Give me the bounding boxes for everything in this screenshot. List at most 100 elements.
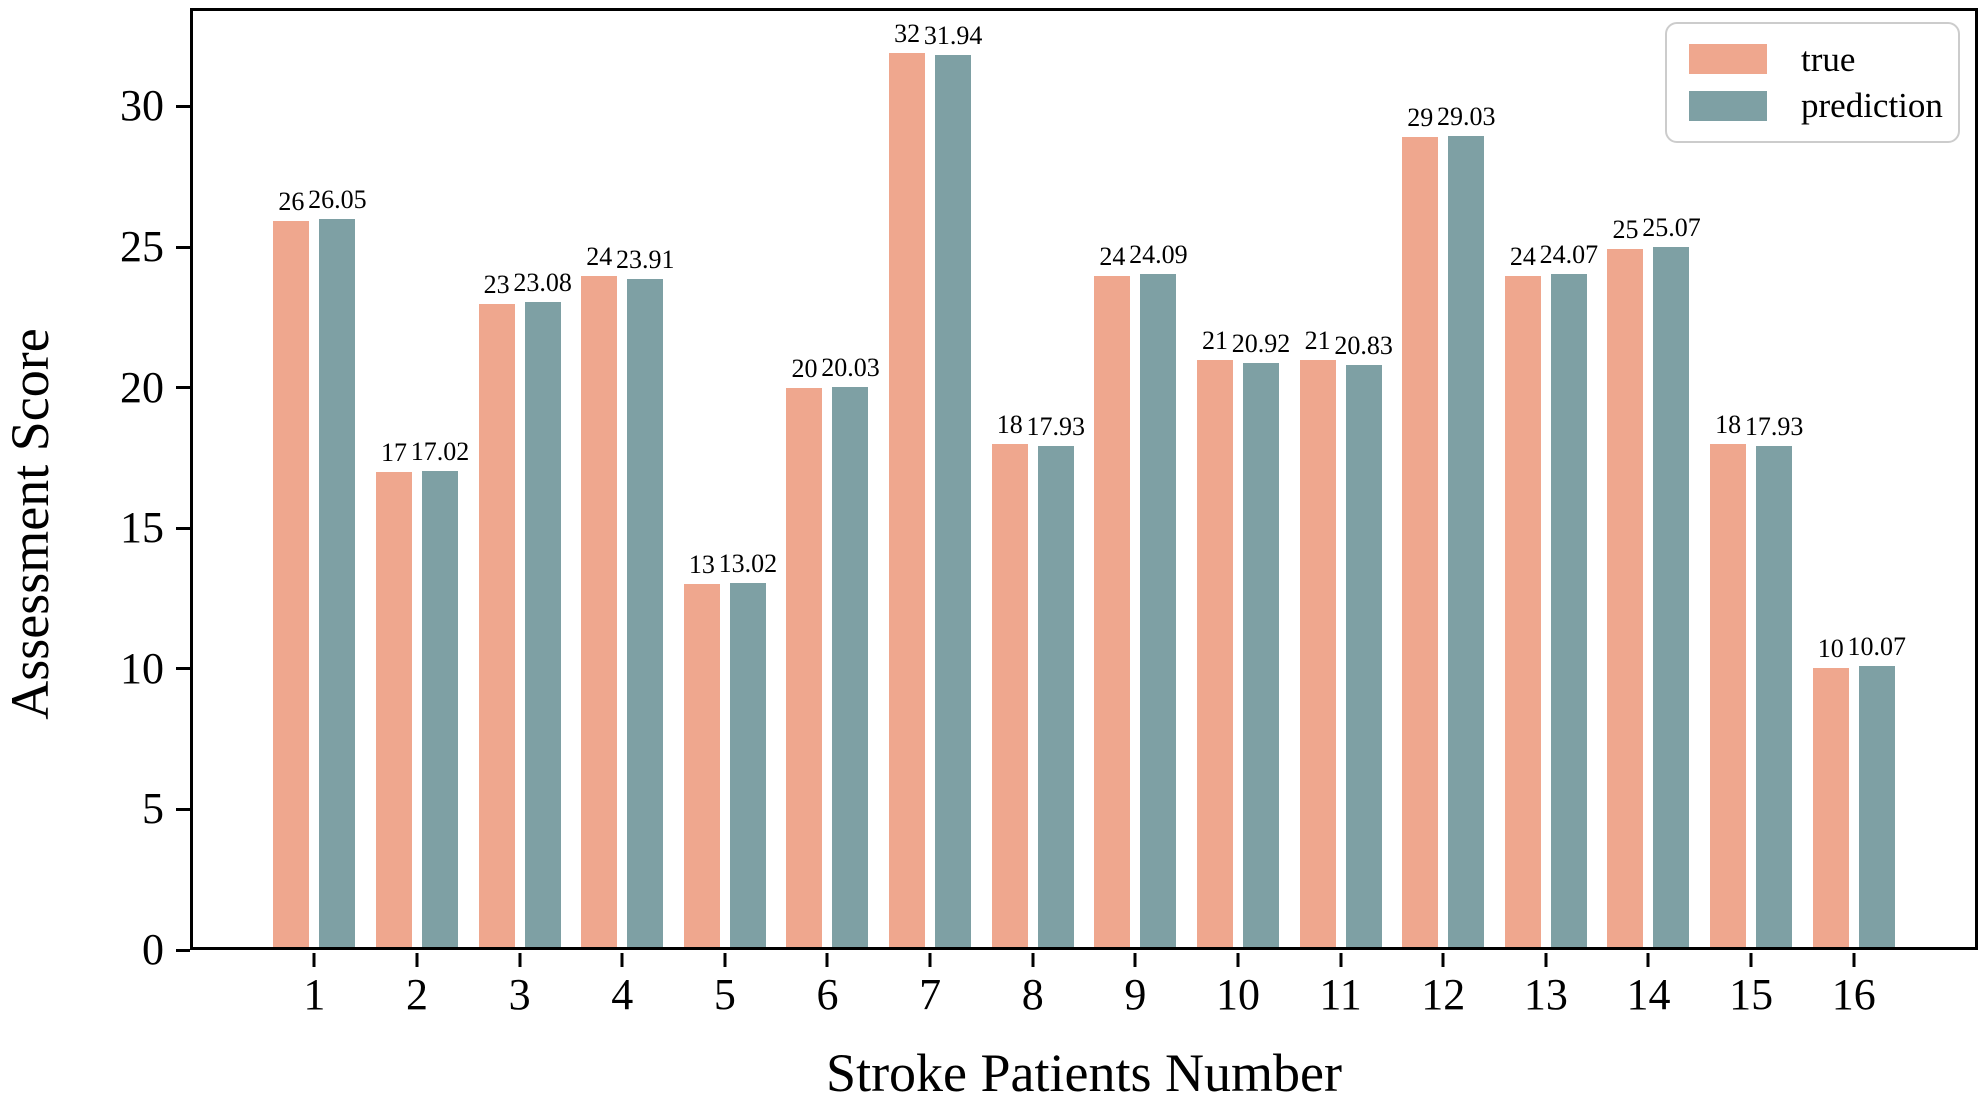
y-tick-20: [176, 386, 190, 390]
y-tick-label-20: 20: [120, 362, 164, 412]
x-tick-8: [1031, 953, 1035, 967]
y-tick-label-0: 0: [142, 925, 164, 974]
bar-group-3: 23 23.08 3: [468, 11, 572, 1017]
x-tick-label-15: 15: [1729, 970, 1774, 1019]
legend-entry-true: true: [1689, 42, 1936, 77]
x-tick-label-3: 3: [508, 970, 531, 1019]
bar-value-label-true-14: 25: [1612, 214, 1639, 244]
legend-entry-prediction: prediction: [1689, 88, 1943, 123]
bar-true-4: 24: [581, 244, 618, 947]
bar-value-label-prediction-4: 23.91: [615, 244, 675, 274]
bar-value-label-true-4: 24: [586, 242, 613, 272]
y-axis: 0 5 10 15 20 25 30: [0, 8, 190, 972]
bar-value-label-true-9: 24: [1099, 242, 1126, 272]
bar-prediction-10: 20.92: [1232, 330, 1290, 947]
legend-swatch-true: [1689, 44, 1767, 75]
x-tick-12: [1441, 953, 1445, 967]
bar-group-9: 24 24.09 9: [1084, 11, 1188, 1017]
bar-value-label-true-12: 29: [1407, 102, 1434, 132]
x-tick-label-1: 1: [303, 970, 326, 1019]
x-tick-6: [825, 953, 829, 967]
bar-true-3: 23: [478, 272, 515, 947]
bar-prediction-9: 24.09: [1129, 241, 1188, 947]
bar-prediction-7: 31.94: [924, 22, 982, 947]
x-tick-1: [312, 953, 316, 967]
bar-prediction-1: 26.05: [308, 187, 367, 947]
y-tick-label-25: 25: [120, 222, 164, 271]
x-tick-15: [1749, 953, 1753, 967]
bar-prediction-3: 23.08: [513, 270, 572, 947]
y-tick-label-5: 5: [142, 784, 164, 834]
bar-value-label-prediction-10: 20.92: [1231, 328, 1291, 358]
bar-true-1: 26: [273, 188, 310, 947]
bars-layer: 26 26.05 1 17 17.02 2 23 23.08 3 24 23.91 4 13 13.02 5…: [193, 11, 1975, 1017]
x-tick-10: [1236, 953, 1240, 967]
bar-value-label-prediction-7: 31.94: [923, 20, 983, 50]
legend-swatch-prediction: [1689, 90, 1767, 121]
bar-value-label-true-1: 26: [278, 186, 305, 216]
bar-true-12: 29: [1402, 104, 1439, 947]
bar-value-label-true-6: 20: [791, 354, 818, 384]
x-tick-label-12: 12: [1421, 970, 1466, 1019]
x-tick-5: [723, 953, 727, 967]
bar-true-8: 18: [991, 412, 1028, 947]
bar-true-6: 20: [786, 356, 823, 947]
bar-value-label-true-8: 18: [996, 410, 1023, 440]
bar-true-14: 25: [1607, 216, 1644, 947]
x-tick-13: [1544, 953, 1548, 967]
bar-prediction-12: 29.03: [1437, 103, 1495, 947]
bar-group-14: 25 25.07 14: [1597, 11, 1701, 1017]
bar-prediction-5: 13.02: [719, 551, 777, 947]
x-tick-7: [928, 953, 932, 967]
x-tick-4: [620, 953, 624, 967]
bar-prediction-8: 17.93: [1026, 414, 1085, 947]
x-tick-label-7: 7: [919, 970, 942, 1019]
x-tick-14: [1646, 953, 1650, 967]
bar-prediction-14: 25.07: [1642, 214, 1701, 947]
x-tick-label-14: 14: [1626, 970, 1671, 1019]
bar-true-15: 18: [1710, 412, 1747, 947]
x-tick-label-2: 2: [405, 970, 428, 1019]
bar-true-16: 10: [1812, 635, 1849, 947]
x-tick-label-5: 5: [713, 970, 736, 1019]
bar-value-label-true-10: 21: [1201, 326, 1228, 356]
x-tick-label-4: 4: [611, 970, 634, 1019]
y-tick-0: [176, 948, 190, 952]
bar-value-label-prediction-16: 10.07: [1847, 631, 1906, 661]
x-tick-3: [518, 953, 522, 967]
x-tick-label-13: 13: [1523, 970, 1568, 1019]
y-tick-10: [176, 667, 190, 671]
y-tick-30: [176, 104, 190, 108]
bar-group-2: 17 17.02 2: [366, 11, 469, 1017]
y-tick-label-10: 10: [120, 643, 164, 693]
bar-value-label-prediction-15: 17.93: [1744, 412, 1804, 442]
y-tick-5: [176, 807, 190, 811]
bar-value-label-true-2: 17: [380, 438, 407, 468]
bar-value-label-true-11: 21: [1304, 326, 1331, 356]
x-tick-9: [1133, 953, 1137, 967]
bar-group-13: 24 24.07 13: [1495, 11, 1598, 1017]
bar-true-7: 32: [889, 20, 926, 947]
bar-prediction-2: 17.02: [411, 439, 469, 947]
bar-value-label-prediction-12: 29.03: [1436, 101, 1496, 131]
bar-true-10: 21: [1196, 328, 1233, 947]
bar-value-label-true-16: 10: [1817, 633, 1844, 663]
x-tick-label-16: 16: [1831, 970, 1876, 1019]
bar-group-10: 21 20.92 10: [1187, 11, 1290, 1017]
bar-value-label-prediction-13: 24.07: [1539, 240, 1599, 270]
bar-prediction-16: 10.07: [1847, 633, 1906, 947]
bar-value-label-prediction-5: 13.02: [718, 549, 778, 579]
bar-value-label-true-3: 23: [483, 270, 510, 300]
bar-value-label-true-5: 13: [688, 549, 715, 579]
bar-group-15: 18 17.93 15: [1700, 11, 1803, 1017]
bar-group-16: 10 10.07 16: [1802, 11, 1906, 1017]
bar-prediction-13: 24.07: [1540, 242, 1598, 947]
bar-value-label-prediction-3: 23.08: [513, 268, 572, 298]
bar-group-4: 24 23.91 4: [571, 11, 675, 1017]
bar-true-13: 24: [1504, 244, 1541, 947]
bar-prediction-6: 20.03: [821, 355, 880, 947]
x-tick-16: [1852, 953, 1856, 967]
y-tick-15: [176, 526, 190, 530]
bar-prediction-15: 17.93: [1745, 414, 1803, 947]
x-tick-label-10: 10: [1215, 970, 1260, 1019]
